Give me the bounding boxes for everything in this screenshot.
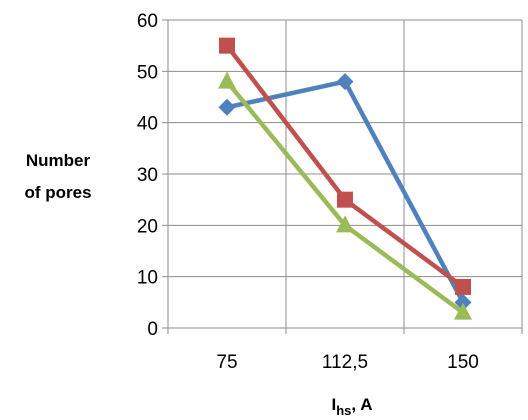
x-axis-title-main: I [332, 395, 337, 414]
y-tick-label: 10 [137, 268, 158, 289]
x-axis-title-suffix: , A [351, 395, 372, 414]
y-tick-label: 40 [137, 114, 158, 135]
tick-labels: 0 10 20 30 40 50 60 75 112,5 150 [137, 11, 479, 373]
data-point-square [219, 37, 235, 54]
data-point-square [455, 278, 471, 295]
x-tick-label: 75 [216, 352, 237, 373]
data-point-triangle [336, 215, 354, 233]
y-axis-title-line1: Number [26, 151, 91, 170]
y-tick-label: 0 [147, 319, 158, 340]
y-tick-label: 50 [137, 62, 158, 83]
y-axis-title-line2: of pores [24, 183, 91, 202]
data-point-diamond [454, 293, 472, 311]
data-point-square [337, 191, 353, 208]
x-axis-title: Ihs, A [332, 395, 373, 418]
series-2 [219, 37, 471, 295]
x-tick-label: 112,5 [322, 352, 368, 373]
x-axis-title-subscript: hs [336, 403, 351, 418]
y-tick-label: 20 [137, 216, 158, 237]
data-point-diamond [218, 98, 236, 116]
data-point-triangle [218, 71, 236, 89]
data-point-diamond [336, 73, 354, 91]
series-layer [218, 37, 472, 320]
grid [168, 19, 523, 328]
series-3 [218, 71, 472, 320]
y-tick-label: 60 [137, 11, 158, 32]
x-tick-label: 150 [447, 352, 479, 373]
y-tick-label: 30 [137, 165, 158, 186]
data-point-triangle [454, 302, 472, 320]
axes [162, 19, 523, 334]
